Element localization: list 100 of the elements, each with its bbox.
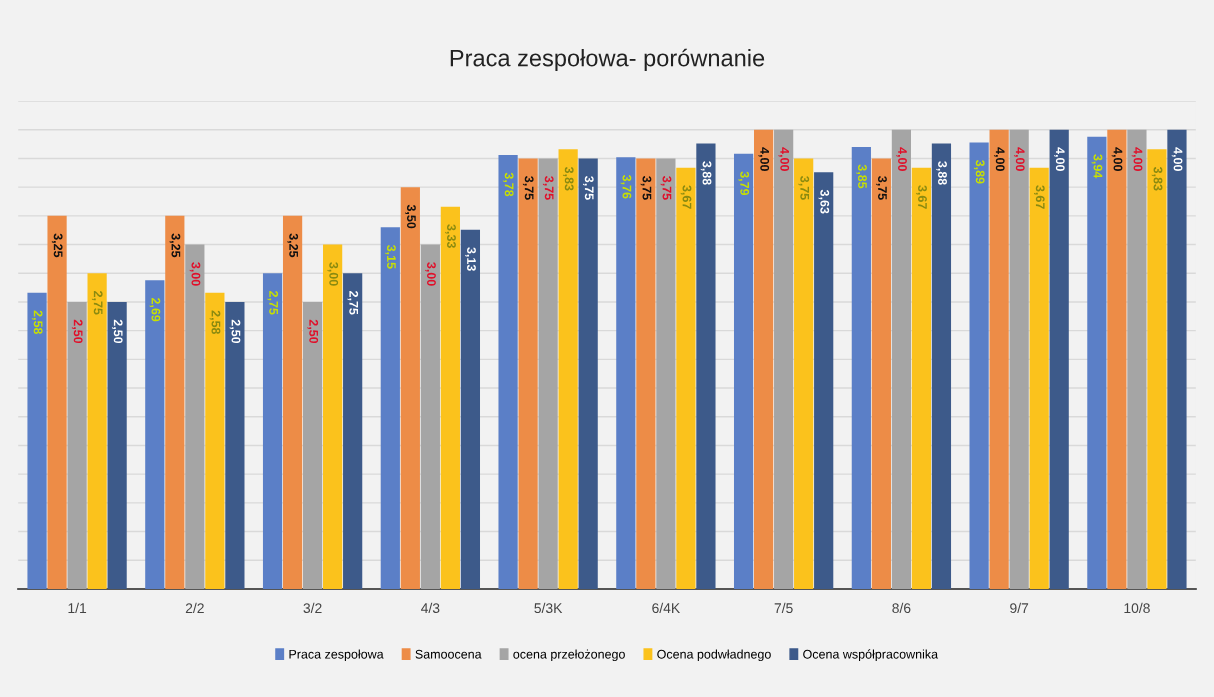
data-label: 3,75 bbox=[876, 176, 887, 200]
data-label: 3,85 bbox=[856, 164, 867, 189]
data-label: 3,63 bbox=[818, 189, 830, 214]
data-label: 4,00 bbox=[896, 147, 907, 171]
x-tick-label: 2/2 bbox=[185, 602, 204, 614]
data-label: 3,83 bbox=[562, 166, 574, 191]
x-tick-label: 9/7 bbox=[1010, 602, 1029, 614]
bar bbox=[656, 158, 676, 589]
bar bbox=[380, 227, 400, 589]
data-label: 3,88 bbox=[936, 161, 947, 185]
data-label: 3,79 bbox=[738, 171, 750, 196]
data-label: 2,75 bbox=[91, 291, 103, 315]
legend-label: Ocena podwładnego bbox=[657, 649, 771, 662]
legend-label: ocena przełożonego bbox=[513, 649, 625, 662]
bar bbox=[225, 301, 245, 589]
bar bbox=[47, 215, 67, 589]
bar bbox=[145, 280, 165, 589]
data-label: 3,76 bbox=[620, 174, 632, 199]
data-label: 4,00 bbox=[1111, 147, 1123, 171]
legend-label: Samoocena bbox=[415, 649, 482, 659]
bar bbox=[1147, 149, 1167, 589]
bar bbox=[814, 172, 834, 589]
data-label: 4,00 bbox=[1054, 147, 1065, 171]
data-label: 4,00 bbox=[993, 147, 1005, 171]
data-label: 4,00 bbox=[1131, 147, 1143, 171]
bar bbox=[518, 158, 538, 589]
bar bbox=[498, 155, 518, 589]
bar bbox=[794, 158, 814, 589]
data-label: 4,00 bbox=[1013, 147, 1025, 171]
data-label: 2,50 bbox=[71, 319, 83, 344]
x-tick-label: 8/6 bbox=[892, 602, 911, 614]
data-label: 3,13 bbox=[465, 247, 476, 271]
bar bbox=[616, 157, 636, 589]
data-label: 3,25 bbox=[169, 233, 181, 258]
data-label: 3,75 bbox=[542, 176, 554, 200]
bar bbox=[1087, 136, 1107, 589]
data-label: 3,25 bbox=[51, 233, 63, 258]
data-label: 3,33 bbox=[445, 224, 456, 248]
data-label: 2,69 bbox=[149, 297, 161, 322]
data-label: 3,75 bbox=[522, 176, 534, 200]
bar bbox=[185, 244, 205, 589]
bar bbox=[558, 149, 578, 589]
bar bbox=[754, 129, 774, 589]
x-tick-label: 10/8 bbox=[1124, 602, 1150, 614]
data-label: 3,67 bbox=[916, 185, 927, 209]
bar bbox=[165, 215, 185, 589]
bar bbox=[538, 158, 558, 589]
legend-label: Praca zespołowa bbox=[289, 649, 384, 662]
data-label: 3,94 bbox=[1091, 154, 1103, 179]
data-label: 3,75 bbox=[660, 176, 672, 200]
x-tick-label: 7/5 bbox=[774, 602, 793, 614]
bar bbox=[343, 273, 363, 589]
x-tick-label: 4/3 bbox=[421, 602, 440, 614]
legend-label: Ocena współpracownika bbox=[803, 649, 939, 662]
data-label: 4,00 bbox=[778, 147, 790, 171]
data-label: 3,67 bbox=[680, 185, 692, 209]
bar bbox=[1127, 129, 1147, 589]
data-label: 2,50 bbox=[229, 319, 241, 344]
bar bbox=[1167, 129, 1187, 589]
data-label: 3,00 bbox=[327, 262, 339, 286]
data-label: 3,75 bbox=[640, 176, 652, 200]
data-label: 4,00 bbox=[1171, 147, 1183, 171]
bar bbox=[262, 273, 283, 589]
bar bbox=[733, 153, 754, 589]
x-tick-label: 3/2 bbox=[303, 602, 322, 614]
data-label: 3,50 bbox=[405, 204, 416, 229]
data-label: 3,25 bbox=[287, 233, 299, 258]
x-tick-label: 6/4K bbox=[652, 602, 681, 614]
chart-title: Praca zespołowa- porównanie bbox=[450, 48, 765, 72]
bar bbox=[87, 273, 107, 589]
data-label: 3,00 bbox=[425, 262, 436, 286]
bar bbox=[1009, 129, 1029, 589]
bar bbox=[1029, 167, 1049, 589]
bar bbox=[969, 142, 989, 589]
bar bbox=[1107, 129, 1127, 589]
data-label: 3,75 bbox=[582, 176, 594, 200]
bar bbox=[107, 301, 127, 589]
data-label: 3,89 bbox=[973, 160, 985, 184]
x-tick-label: 1/1 bbox=[68, 602, 87, 614]
data-label: 2,58 bbox=[31, 310, 43, 335]
bar bbox=[303, 301, 323, 589]
bar bbox=[460, 229, 481, 589]
bar bbox=[400, 187, 420, 589]
data-label: 3,15 bbox=[385, 244, 396, 269]
x-tick-label: 5/3K bbox=[534, 602, 563, 614]
bar bbox=[1049, 129, 1069, 589]
data-label: 2,50 bbox=[307, 319, 319, 344]
data-label: 3,83 bbox=[1151, 166, 1163, 191]
bar bbox=[440, 206, 460, 589]
data-label: 3,75 bbox=[798, 176, 810, 200]
bar bbox=[931, 143, 952, 589]
data-label: 3,00 bbox=[189, 262, 201, 286]
data-label: 3,67 bbox=[1034, 185, 1045, 209]
bar bbox=[578, 158, 598, 589]
bar bbox=[871, 158, 891, 589]
data-label: 2,58 bbox=[209, 310, 221, 335]
data-label: 2,50 bbox=[111, 319, 123, 344]
bar bbox=[676, 167, 696, 589]
data-label: 4,00 bbox=[758, 147, 770, 171]
bar bbox=[67, 301, 87, 589]
